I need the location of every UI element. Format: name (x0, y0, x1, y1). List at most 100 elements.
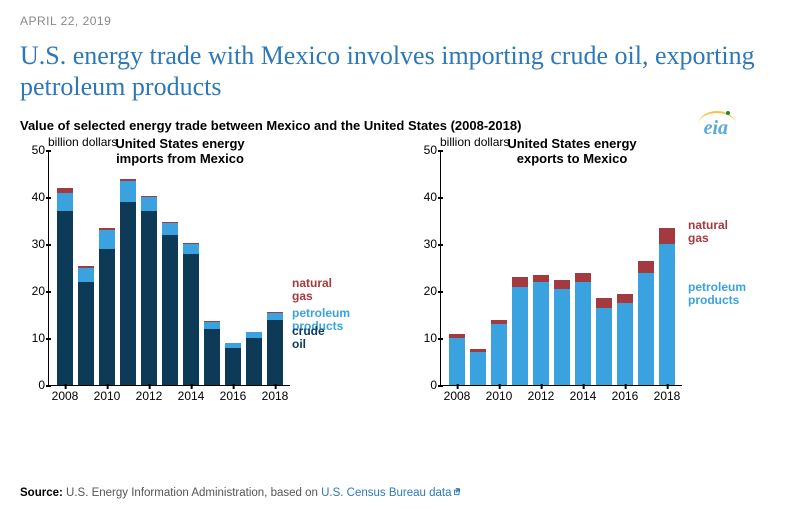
bar-segment-petroleum_products (449, 338, 465, 385)
bar-2010 (99, 228, 115, 385)
bar-segment-crude_oil (204, 329, 220, 385)
source-label: Source: (20, 487, 63, 499)
series-label-natural_gas: naturalgas (688, 219, 754, 245)
bar-segment-petroleum_products (596, 308, 612, 386)
bar-2008 (449, 334, 465, 386)
y-tick: 10 (21, 331, 45, 345)
y-tick: 30 (21, 237, 45, 251)
bar-segment-crude_oil (57, 211, 73, 385)
x-tick: 2014 (178, 389, 205, 403)
bar-segment-natural_gas (512, 277, 528, 286)
bar-segment-petroleum_products (267, 313, 283, 320)
y-tick: 40 (413, 190, 437, 204)
bar-2016 (225, 343, 241, 386)
bar-segment-crude_oil (267, 320, 283, 386)
bar-segment-petroleum_products (512, 287, 528, 386)
y-tick: 0 (413, 378, 437, 392)
x-tick: 2018 (654, 389, 681, 403)
bar-segment-natural_gas (596, 298, 612, 307)
bar-2012 (533, 275, 549, 385)
x-tick: 2008 (52, 389, 79, 403)
bar-2008 (57, 188, 73, 385)
chart-panel-imports: billion dollarsUnited States energyimpor… (20, 135, 302, 414)
y-tick: 40 (21, 190, 45, 204)
x-tick: 2012 (528, 389, 555, 403)
source-line: Source: U.S. Energy Information Administ… (20, 487, 463, 499)
plot-area-imports: 01020304050200820102012201420162018natur… (48, 151, 290, 386)
bar-segment-petroleum_products (99, 230, 115, 249)
bar-2010 (491, 320, 507, 386)
x-tick: 2008 (444, 389, 471, 403)
bar-2012 (141, 196, 157, 385)
bar-segment-natural_gas (533, 275, 549, 282)
bar-segment-crude_oil (183, 254, 199, 386)
x-tick: 2010 (486, 389, 513, 403)
series-label-petroleum_products: petroleumproducts (688, 281, 754, 307)
series-label-crude_oil: crudeoil (292, 325, 358, 351)
bar-segment-petroleum_products (575, 282, 591, 385)
bar-2015 (204, 321, 220, 385)
bar-2014 (183, 243, 199, 385)
y-tick: 20 (413, 284, 437, 298)
bar-2017 (638, 261, 654, 386)
series-label-natural_gas: naturalgas (292, 277, 358, 303)
y-tick: 10 (413, 331, 437, 345)
bar-segment-petroleum_products (120, 181, 136, 202)
bar-segment-crude_oil (120, 202, 136, 385)
bar-2016 (617, 294, 633, 386)
x-tick: 2016 (220, 389, 247, 403)
bar-2014 (575, 273, 591, 386)
x-tick: 2014 (570, 389, 597, 403)
bar-segment-crude_oil (225, 348, 241, 386)
bar-segment-petroleum_products (162, 223, 178, 235)
bar-segment-petroleum_products (78, 268, 94, 282)
bar-2018 (659, 228, 675, 385)
article-headline: U.S. energy trade with Mexico involves i… (20, 40, 766, 102)
bar-2017 (246, 332, 262, 386)
x-tick: 2018 (262, 389, 289, 403)
bar-segment-crude_oil (162, 235, 178, 385)
bar-segment-crude_oil (141, 211, 157, 385)
bar-2013 (162, 222, 178, 386)
bar-segment-petroleum_products (470, 352, 486, 385)
bar-segment-natural_gas (659, 228, 675, 244)
bar-segment-petroleum_products (183, 244, 199, 253)
plot-area-exports: 01020304050200820102012201420162018natur… (440, 151, 682, 386)
x-tick: 2010 (94, 389, 121, 403)
y-tick: 30 (413, 237, 437, 251)
publish-date: APRIL 22, 2019 (20, 14, 766, 28)
bar-segment-crude_oil (246, 338, 262, 385)
chart-main-title: Value of selected energy trade between M… (20, 118, 766, 133)
chart-panel-exports: billion dollarsUnited States energyexpor… (412, 135, 694, 414)
bar-segment-natural_gas (638, 261, 654, 273)
external-link-icon (454, 487, 463, 496)
source-text: U.S. Energy Information Administration, … (66, 487, 321, 499)
x-tick: 2012 (136, 389, 163, 403)
bar-2009 (78, 266, 94, 385)
bar-2013 (554, 280, 570, 386)
bar-2011 (512, 277, 528, 385)
y-tick: 50 (21, 143, 45, 157)
bar-segment-petroleum_products (57, 193, 73, 212)
bar-segment-crude_oil (78, 282, 94, 385)
bar-segment-petroleum_products (659, 244, 675, 385)
bar-segment-petroleum_products (554, 289, 570, 385)
y-tick: 50 (413, 143, 437, 157)
bar-2015 (596, 298, 612, 385)
bar-segment-petroleum_products (638, 273, 654, 386)
y-tick: 0 (21, 378, 45, 392)
bar-segment-natural_gas (575, 273, 591, 282)
eia-logo: eia (704, 117, 728, 140)
bar-segment-petroleum_products (204, 322, 220, 329)
bar-2011 (120, 179, 136, 386)
bar-segment-petroleum_products (491, 324, 507, 385)
bar-segment-natural_gas (554, 280, 570, 289)
bar-segment-petroleum_products (617, 303, 633, 385)
y-tick: 20 (21, 284, 45, 298)
x-tick: 2016 (612, 389, 639, 403)
source-link[interactable]: U.S. Census Bureau data (321, 487, 451, 499)
bar-segment-petroleum_products (533, 282, 549, 385)
bar-segment-natural_gas (617, 294, 633, 303)
bar-2018 (267, 312, 283, 386)
bar-2009 (470, 349, 486, 386)
